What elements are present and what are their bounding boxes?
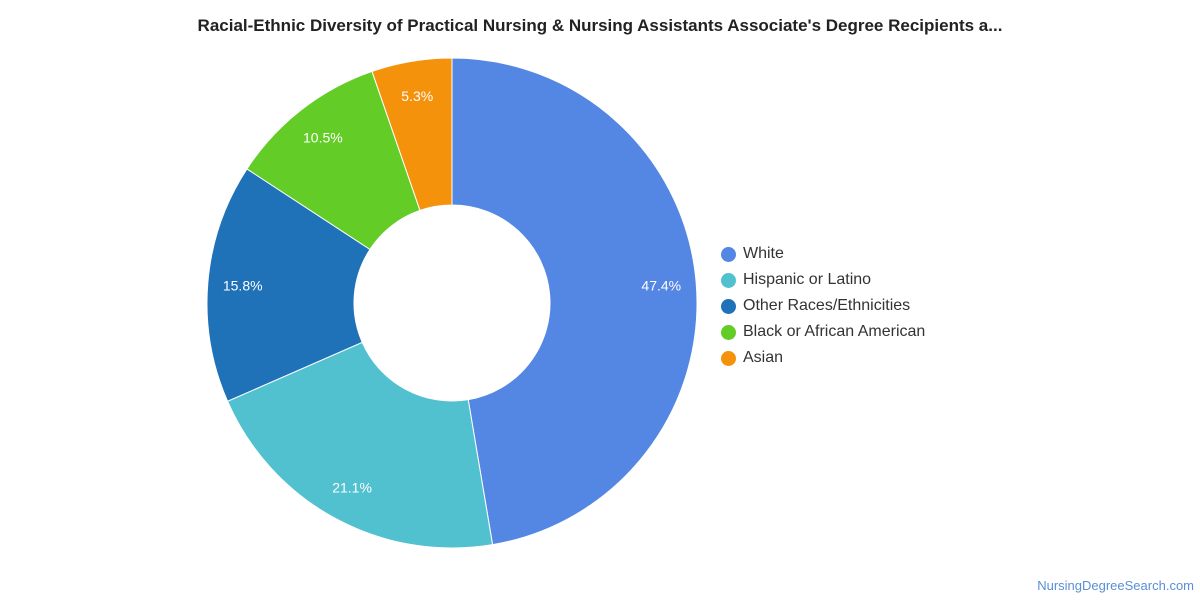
slice-label: 10.5% bbox=[303, 129, 343, 145]
legend-label: White bbox=[743, 245, 784, 262]
slice-label: 15.8% bbox=[223, 278, 263, 294]
legend-label: Asian bbox=[743, 349, 784, 366]
slice-asian[interactable] bbox=[371, 57, 453, 212]
slice-black-or-african-american[interactable] bbox=[246, 70, 421, 251]
legend-item-white[interactable]: White bbox=[721, 241, 925, 267]
slice-hispanic-or-latino[interactable] bbox=[226, 341, 494, 549]
credit-link[interactable]: NursingDegreeSearch.com bbox=[1037, 578, 1194, 593]
legend-label: Other Races/Ethnicities bbox=[743, 297, 911, 314]
legend: White Hispanic or Latino Other Races/Eth… bbox=[721, 241, 925, 371]
legend-swatch bbox=[721, 246, 736, 262]
legend-item-other-races-ethnicities[interactable]: Other Races/Ethnicities bbox=[721, 293, 925, 319]
slice-other-races-ethnicities[interactable] bbox=[206, 168, 371, 402]
legend-swatch bbox=[721, 324, 736, 340]
legend-swatch bbox=[721, 272, 736, 288]
slice-label: 5.3% bbox=[401, 88, 433, 104]
legend-label: Hispanic or Latino bbox=[743, 271, 872, 288]
legend-label: Black or African American bbox=[743, 323, 926, 340]
legend-item-asian[interactable]: Asian bbox=[721, 345, 925, 371]
slice-label: 47.4% bbox=[641, 278, 681, 294]
legend-swatch bbox=[721, 350, 736, 366]
slice-labels: 47.4% 21.1% 15.8% 10.5% 5.3% bbox=[223, 88, 681, 496]
legend-swatch bbox=[721, 298, 736, 314]
legend-item-black-or-african-american[interactable]: Black or African American bbox=[721, 319, 925, 345]
chart-title: Racial-Ethnic Diversity of Practical Nur… bbox=[197, 16, 1003, 35]
legend-item-hispanic-or-latino[interactable]: Hispanic or Latino bbox=[721, 267, 925, 293]
slice-white[interactable] bbox=[451, 57, 698, 546]
slice-label: 21.1% bbox=[332, 480, 372, 496]
donut-slices bbox=[206, 57, 698, 549]
